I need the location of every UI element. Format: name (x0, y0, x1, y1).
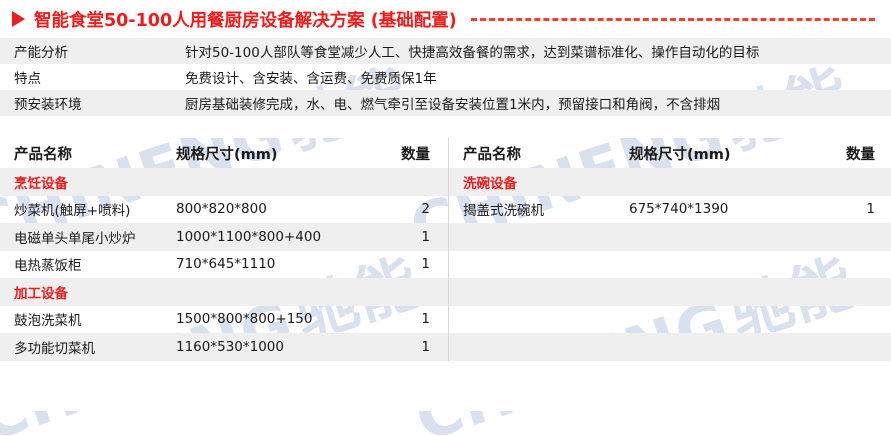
section-gap (0, 116, 891, 138)
cell-spec: 1160*530*1000 (176, 338, 284, 355)
column-header-qty: 数量 (401, 146, 430, 163)
table-row: 鼓泡洗菜机 1500*800*800+150 1 (0, 306, 448, 334)
cell-qty: 1 (421, 228, 430, 245)
info-row: 预安装环境 厨房基础装修完成，水、电、燃气牵引至设备安装位置1米内，预留接口和角… (0, 90, 891, 116)
equipment-tables: 产品名称 规格尺寸(mm) 数量 烹饪设备 炒菜机(触屏+喷料) 800*820… (0, 138, 891, 361)
info-value: 厨房基础装修完成，水、电、燃气牵引至设备安装位置1米内，预留接口和角阀，不含排烟 (185, 97, 721, 113)
table-row: 洗碗设备 (449, 168, 891, 196)
table-row: 电热蒸饭柜 710*645*1110 1 (0, 251, 448, 279)
table-row (449, 251, 891, 279)
cell-name: 加工设备 (14, 285, 68, 302)
info-value: 免费设计、含安装、含运费、免费质保1年 (185, 71, 437, 87)
page-title: 智能食堂50-100人用餐厨房设备解决方案 (基础配置) (34, 10, 457, 31)
table-row (449, 306, 891, 334)
cell-name: 电磁单头单尾小炒炉 (14, 230, 136, 247)
cell-name: 电热蒸饭柜 (14, 258, 82, 275)
cell-spec: 710*645*1110 (176, 256, 276, 273)
column-header-spec: 规格尺寸(mm) (176, 146, 278, 163)
section-header: 智能食堂50-100人用餐厨房设备解决方案 (基础配置) (0, 0, 891, 38)
table-row: 电磁单头单尾小炒炉 1000*1100*800+400 1 (0, 223, 448, 251)
info-row: 特点 免费设计、含安装、含运费、免费质保1年 (0, 64, 891, 90)
table-row (449, 223, 891, 251)
table-header-row: 产品名称 规格尺寸(mm) 数量 (0, 138, 448, 168)
bottom-spacer (0, 360, 891, 411)
header-dashed-rule (470, 17, 875, 21)
info-label: 预安装环境 (14, 97, 82, 113)
table-row (449, 278, 891, 306)
equipment-table-right: 产品名称 规格尺寸(mm) 数量 洗碗设备 揭盖式洗碗机 675*740*139… (448, 138, 891, 361)
cell-qty: 1 (421, 338, 430, 355)
cell-name: 洗碗设备 (463, 175, 517, 192)
cell-qty: 1 (866, 201, 875, 218)
cell-spec: 800*820*800 (176, 201, 267, 218)
table-row: 烹饪设备 (0, 168, 448, 196)
cell-spec: 1000*1100*800+400 (176, 228, 322, 245)
overview-table: 产能分析 针对50-100人部队等食堂减少人工、快捷高效备餐的需求，达到菜谱标准… (0, 38, 891, 116)
info-label: 产能分析 (14, 45, 68, 61)
cell-qty: 2 (421, 201, 430, 218)
column-header-qty: 数量 (846, 146, 875, 163)
info-row: 产能分析 针对50-100人部队等食堂减少人工、快捷高效备餐的需求，达到菜谱标准… (0, 38, 891, 64)
column-header-spec: 规格尺寸(mm) (629, 146, 731, 163)
equipment-table-left: 产品名称 规格尺寸(mm) 数量 烹饪设备 炒菜机(触屏+喷料) 800*820… (0, 138, 448, 361)
cell-name: 揭盖式洗碗机 (463, 203, 544, 220)
table-header-row: 产品名称 规格尺寸(mm) 数量 (449, 138, 891, 168)
cell-name: 鼓泡洗菜机 (14, 313, 82, 330)
table-row: 揭盖式洗碗机 675*740*1390 1 (449, 196, 891, 224)
column-header-name: 产品名称 (14, 146, 72, 163)
cell-spec: 1500*800*800+150 (176, 311, 313, 328)
column-header-name: 产品名称 (463, 146, 521, 163)
table-row: 加工设备 (0, 278, 448, 306)
info-label: 特点 (14, 71, 41, 87)
info-value: 针对50-100人部队等食堂减少人工、快捷高效备餐的需求，达到菜谱标准化、操作自… (185, 45, 760, 61)
cell-name: 炒菜机(触屏+喷料) (14, 203, 131, 220)
table-row (449, 333, 891, 361)
table-row: 炒菜机(触屏+喷料) 800*820*800 2 (0, 196, 448, 224)
cell-qty: 1 (421, 256, 430, 273)
table-row: 多功能切菜机 1160*530*1000 1 (0, 333, 448, 361)
cell-qty: 1 (421, 311, 430, 328)
triangle-right-icon (12, 11, 25, 27)
cell-name: 烹饪设备 (14, 175, 68, 192)
cell-spec: 675*740*1390 (629, 201, 729, 218)
cell-name: 多功能切菜机 (14, 340, 95, 357)
